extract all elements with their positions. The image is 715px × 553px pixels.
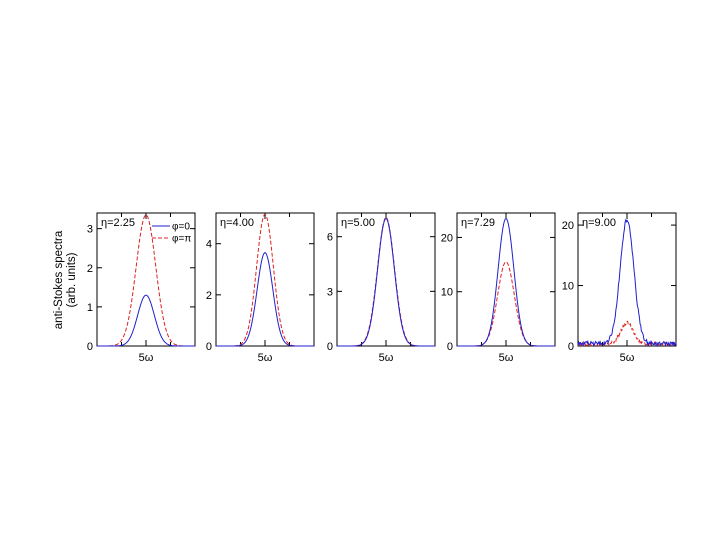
y-axis-label: anti-Stokes spectra (arb. units) [53,230,78,329]
series-line-phi0 [216,252,314,347]
y-tick-label: 4 [206,239,212,251]
panel-frame [577,212,677,347]
y-tick-label: 3 [87,224,93,236]
y-tick-label: 0 [87,341,93,353]
series-line-phi0 [337,217,435,347]
panel-title: η=9.00 [582,217,616,229]
series-line-phi0 [97,294,195,347]
y-tick-label: 20 [441,232,453,244]
y-tick-label: 10 [562,281,574,293]
y-tick-label: 2 [206,290,212,302]
y-tick-label: 2 [87,263,93,275]
y-tick-label: 0 [447,341,453,353]
y-tick-label: 1 [87,302,93,314]
y-tick-label: 0 [568,341,574,353]
y-tick-label: 0 [206,341,212,353]
y-tick-label: 6 [327,232,333,244]
y-tick-label: 20 [562,220,574,232]
panel-5: 0 10 20 5ω η=9.00 [562,212,677,364]
panel-frame [456,212,556,347]
legend: φ=0 φ=π [152,222,191,245]
legend-label-phi0: φ=0 [172,222,190,233]
legend-label-phipi: φ=π [172,234,191,245]
panel-4: 0 10 20 5ω η=7.29 [441,212,556,364]
panel-frame [336,212,436,347]
x-tick-label: 5ω [499,352,514,364]
panel-2: 0 2 4 5ω η=4.00 [206,212,315,364]
y-tick-label: 0 [327,341,333,353]
panel-title: η=2.25 [101,217,135,229]
series-line-phipi [337,216,435,347]
panel-title: η=7.29 [461,217,495,229]
y-axis-label-line1: anti-Stokes spectra [53,230,65,329]
panel-1: 0 1 2 3 5ω η=2.25 [87,212,196,364]
y-axis-label-line2: (arb. units) [66,252,78,307]
panel-frame [215,212,315,347]
series-line-phipi [216,213,314,347]
series-line-phi0 [577,218,677,348]
x-tick-label: 5ω [620,352,635,364]
panel-title: η=4.00 [220,217,254,229]
y-tick-label: 3 [327,286,333,298]
y-tick-label: 10 [441,287,453,299]
series-line-phi0 [457,217,555,347]
panel-3: 0 3 6 5ω η=5.00 [327,212,436,364]
x-tick-label: 5ω [379,352,394,364]
x-tick-label: 5ω [258,352,273,364]
series-line-phipi [457,261,555,347]
panel-title: η=5.00 [341,217,375,229]
x-tick-label: 5ω [139,352,154,364]
